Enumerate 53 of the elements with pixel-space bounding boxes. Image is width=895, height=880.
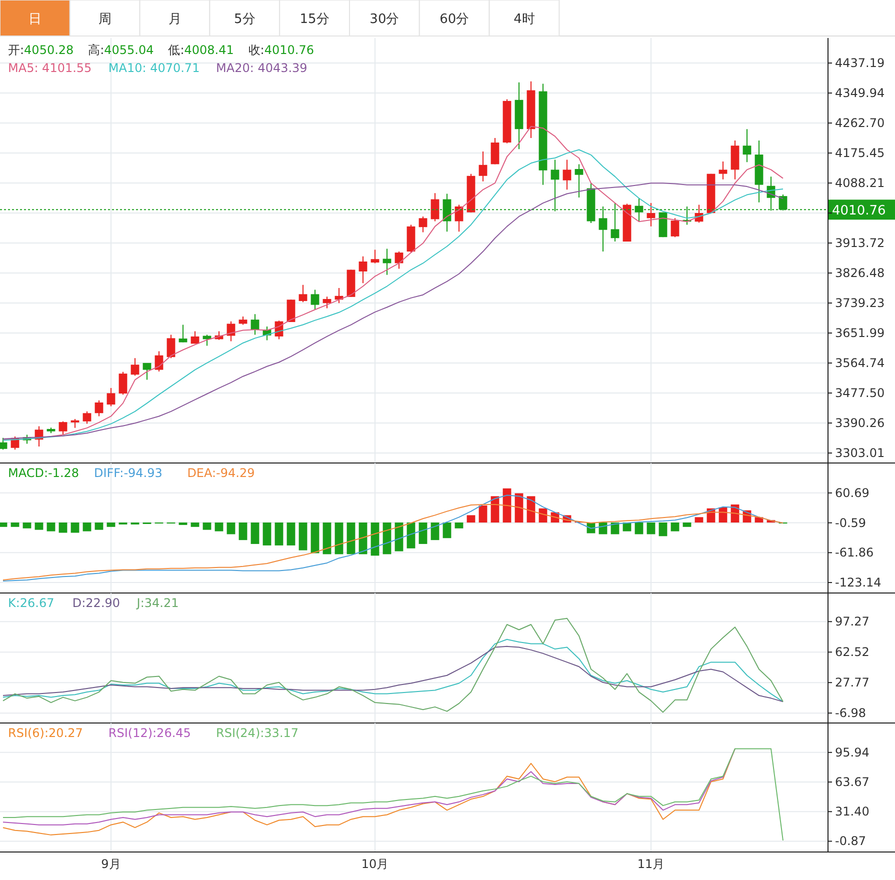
text: RSI(24):33.17	[216, 726, 299, 740]
y-tick-label: -0.87	[835, 834, 866, 848]
text: MA20: 4043.39	[216, 61, 308, 75]
text: DIFF:-94.93	[94, 466, 162, 480]
y-tick-label: -0.59	[835, 516, 866, 530]
category-label: 15分	[300, 12, 330, 27]
y-tick-label: 4349.94	[835, 86, 885, 100]
annotation: 低:4008.41	[168, 43, 234, 57]
x-tick-label: 10月	[361, 857, 389, 871]
y-tick-label: 31.40	[835, 804, 870, 819]
annotation: 高:4055.04	[88, 43, 154, 57]
x-tick-label: 9月	[101, 857, 121, 871]
y-tick-label: -6.98	[835, 706, 866, 720]
y-tick-label: 4088.21	[835, 176, 885, 190]
y-tick-label: 3913.72	[835, 236, 885, 250]
text: D:22.90	[72, 596, 120, 610]
x-tick-label: 11月	[637, 857, 665, 871]
category-label: 60分	[440, 12, 470, 27]
y-tick-label: 62.52	[835, 645, 870, 660]
y-tick-label: 4437.19	[835, 56, 885, 70]
y-tick-label: 63.67	[835, 775, 870, 790]
text: MA5: 4101.55	[8, 61, 92, 75]
text: K:26.67	[8, 596, 54, 610]
y-tick-label: 3739.23	[835, 296, 885, 310]
category-label: 30分	[370, 12, 400, 27]
y-tick-label: 95.94	[835, 745, 870, 760]
text: RSI(6):20.27	[8, 726, 83, 740]
y-tick-label: 3826.48	[835, 266, 885, 280]
category-label: 4时	[514, 12, 535, 27]
y-tick-label: -123.14	[835, 576, 882, 590]
y-tick-label: 3564.74	[835, 356, 885, 370]
text: MA10: 4070.71	[108, 61, 200, 75]
y-tick-label: 27.77	[835, 676, 870, 690]
y-tick-label: 4175.45	[835, 146, 885, 160]
annotation: 收:4010.76	[248, 43, 314, 57]
annotation: 开:4050.28	[8, 43, 74, 57]
text: MACD:-1.28	[8, 466, 80, 480]
y-tick-label: 97.27	[835, 614, 870, 629]
y-tick-label: 3477.50	[835, 386, 885, 400]
category-label: 周	[98, 12, 112, 27]
ref-line-label: 4010.76	[832, 204, 886, 219]
text: RSI(12):26.45	[108, 726, 191, 740]
category-label: 日	[28, 12, 42, 27]
y-tick-label: 3303.01	[835, 446, 885, 460]
y-tick-label: 4262.70	[835, 116, 885, 130]
category-label: 5分	[234, 12, 256, 27]
y-tick-label: 3651.99	[835, 326, 885, 340]
y-tick-label: -61.86	[835, 546, 874, 560]
y-tick-label: 3390.26	[835, 416, 885, 430]
text: J:34.21	[136, 596, 179, 610]
category-label: 月	[168, 12, 182, 27]
text: DEA:-94.29	[187, 466, 255, 480]
y-tick-label: 60.69	[835, 486, 870, 500]
